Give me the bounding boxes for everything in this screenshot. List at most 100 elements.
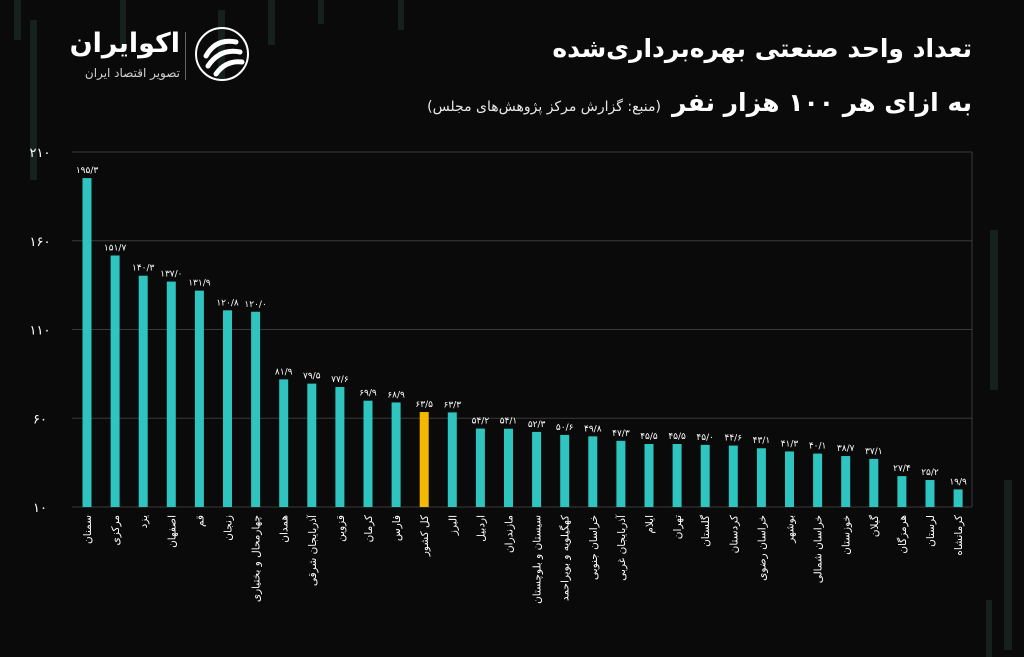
bar	[813, 453, 823, 507]
x-tick-label: گلستان	[699, 515, 712, 547]
x-tick-label: خوزستان	[841, 515, 853, 555]
x-tick-label: سمنان	[82, 515, 94, 544]
logo-divider	[185, 32, 186, 80]
swirl-logo-icon	[195, 27, 249, 81]
y-tick-label: ۱۰	[33, 501, 47, 516]
bar	[869, 458, 879, 507]
bar	[138, 275, 148, 507]
x-tick-label: اصفهان	[166, 515, 178, 548]
bar	[251, 311, 261, 507]
value-label: ۳۷/۱	[865, 447, 883, 457]
x-tick-label: کهگیلویه و بویراحمد	[559, 515, 572, 601]
bar	[391, 402, 401, 507]
x-tick-label: مازندران	[504, 515, 516, 553]
bar	[335, 387, 345, 507]
y-tick-label: ۲۱۰	[30, 146, 51, 161]
x-axis-labels: سمنان مرکزی یزد اصفهان قم زنجان چهارمحال و بخت…	[82, 514, 965, 604]
x-tick-label: قزوین	[335, 515, 347, 542]
x-tick-label: کردستان	[728, 515, 740, 553]
value-label: ۱۹/۹	[949, 477, 967, 487]
value-label: ۸۱/۹	[275, 367, 293, 377]
value-label: ۷۷/۶	[331, 375, 349, 385]
value-label: ۱۳۷/۰	[160, 270, 182, 280]
bar	[504, 428, 513, 507]
value-label: ۱۲۰/۰	[244, 300, 266, 310]
x-tick-label: مرکزی	[110, 515, 122, 545]
x-tick-label: آذربایجان شرقی	[306, 514, 319, 586]
value-label: ۶۸/۹	[387, 390, 405, 400]
x-tick-label: ایلام	[644, 515, 656, 534]
value-labels: ۱۹۵/۳ ۱۵۱/۷ ۱۴۰/۳ ۱۳۷/۰ ۱۳۱/۹ ۱۲۰/۸ ۱۲۰/۰ ۸۱/۹ ۷…	[76, 166, 967, 487]
x-tick-label: چهارمحال و بختیاری	[251, 515, 263, 602]
y-tick-label: ۱۱۰	[30, 324, 51, 339]
x-tick-label: کل کشور	[419, 515, 431, 557]
value-label: ۳۸/۷	[837, 444, 855, 454]
x-tick-label: هرمزگان	[896, 515, 909, 554]
value-label: ۱۵۱/۷	[104, 243, 127, 253]
value-label: ۴۹/۸	[584, 424, 602, 434]
bar	[110, 255, 120, 507]
chart-title-line2: به ازای هر ۱۰۰ هزار نفر (منبع: گزارش مرک…	[272, 88, 972, 117]
bar	[897, 476, 907, 507]
bar	[363, 400, 373, 507]
value-label: ۶۳/۵	[415, 400, 433, 410]
x-tick-label: سیستان و بلوچستان	[532, 515, 544, 604]
brand-tagline: تصویر اقتصاد ایران	[84, 66, 180, 80]
bar	[841, 456, 851, 507]
value-label: ۴۴/۶	[725, 434, 743, 444]
value-label: ۷۹/۵	[303, 372, 321, 382]
brand-logo: اکوایران تصویر اقتصاد ایران	[40, 26, 250, 88]
x-tick-label: خراسان شمالی	[813, 515, 825, 583]
value-label: ۵۲/۳	[528, 420, 546, 430]
bar	[475, 428, 485, 507]
bar	[728, 445, 738, 507]
value-label: ۴۵/۵	[668, 432, 686, 442]
value-label: ۵۴/۲	[472, 417, 490, 427]
value-label: ۵۴/۱	[500, 417, 518, 427]
x-tick-label: بوشهر	[785, 515, 797, 544]
x-tick-label: تهران	[672, 515, 684, 539]
x-tick-label: خراسان جنوبی	[588, 515, 600, 580]
bar	[953, 489, 963, 507]
bar	[560, 434, 570, 507]
bar	[644, 443, 654, 507]
value-label: ۴۰/۱	[809, 442, 827, 452]
value-label: ۱۳۱/۹	[188, 279, 211, 289]
x-tick-label: کرمان	[363, 515, 375, 542]
chart-title-main: به ازای هر ۱۰۰ هزار نفر	[672, 88, 972, 117]
value-label: ۴۵/۰	[696, 433, 714, 443]
value-label: ۴۱/۳	[781, 439, 799, 449]
x-tick-label: همدان	[279, 515, 291, 543]
bars	[82, 178, 963, 507]
y-tick-label: ۶۰	[33, 412, 47, 427]
bar	[532, 431, 542, 507]
x-tick-label: یزد	[138, 515, 150, 528]
chart-source: (منبع: گزارش مرکز پژوهش‌های مجلس)	[427, 99, 661, 115]
chart-title-line1: تعداد واحد صنعتی بهره‌برداری‌شده	[552, 34, 972, 63]
bar	[82, 178, 92, 507]
bar	[447, 412, 457, 507]
brand-name: اکوایران	[69, 28, 180, 59]
bar	[307, 383, 317, 507]
value-label: ۱۴۰/۳	[132, 264, 155, 274]
x-tick-label: خراسان رضوی	[756, 515, 768, 581]
x-tick-label: زنجان	[223, 515, 235, 541]
x-tick-label: قم	[194, 515, 206, 527]
bar	[166, 281, 176, 507]
bar	[672, 443, 682, 507]
value-label: ۱۲۰/۸	[216, 298, 239, 308]
value-label: ۴۳/۱	[753, 436, 771, 446]
value-label: ۲۵/۲	[921, 468, 939, 478]
value-label: ۱۹۵/۳	[76, 166, 99, 176]
y-tick-label: ۱۶۰	[30, 235, 51, 250]
x-tick-label: گیلان	[868, 515, 881, 537]
x-tick-label: البرز	[447, 515, 459, 536]
x-tick-label: کرمانشاه	[953, 515, 965, 556]
bar	[700, 444, 710, 507]
value-label: ۵۰/۶	[556, 423, 574, 433]
value-label: ۴۵/۵	[640, 432, 658, 442]
bar	[588, 436, 598, 507]
value-label: ۶۹/۹	[359, 389, 377, 399]
value-label: ۶۳/۳	[444, 400, 462, 410]
